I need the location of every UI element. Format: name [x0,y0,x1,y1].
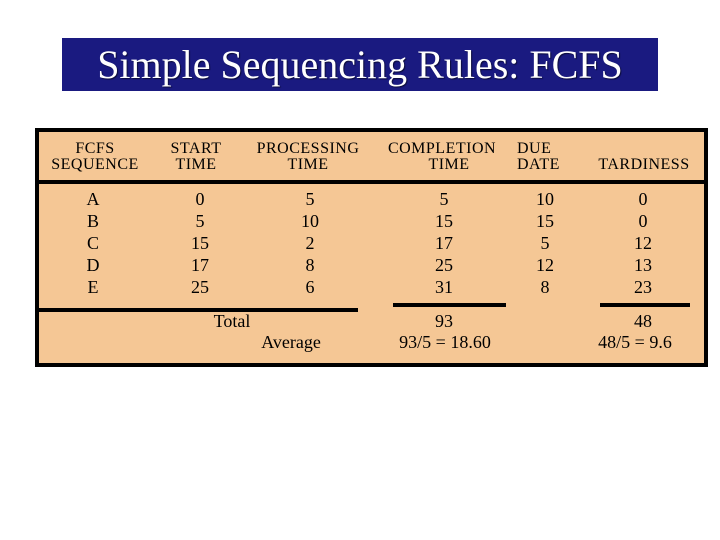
cell-completion-time: 5 [439,189,449,209]
cell-tardiness: 0 [638,189,648,209]
header-line1: DUE [517,140,552,157]
cell-start-time: 17 [191,255,209,275]
table-row-job-e: E 25 6 31 8 23 [39,276,704,298]
cell-start-time: 25 [191,277,209,297]
table-row-average: Average 93/5 = 18.60 48/5 = 9.6 [39,331,704,353]
average-tardiness: 48/5 = 9.6 [598,332,672,352]
column-header-completion-time: COMPLETION TIME [382,141,502,173]
cell-processing-time: 2 [305,233,315,253]
column-header-tardiness: TARDINESS [584,141,704,173]
column-header-due-date: DUE DATE [517,141,577,173]
header-line2: TIME [287,156,329,173]
average-label: Average [261,332,321,352]
header-line1 [584,141,704,157]
cell-completion-time: 15 [435,211,453,231]
total-rule-left [39,308,358,312]
header-line2: DATE [517,156,560,173]
table-row-job-a: A 0 5 5 10 0 [39,188,704,210]
header-line1: START [170,140,222,157]
total-tardiness: 48 [634,311,652,331]
header-line2: TIME [428,156,470,173]
cell-completion-time: 17 [435,233,453,253]
cell-start-time: 15 [191,233,209,253]
cell-due-date: 12 [536,255,554,275]
header-line1: FCFS [75,140,115,157]
table-row-job-d: D 17 8 25 12 13 [39,254,704,276]
cell-due-date: 10 [536,189,554,209]
cell-sequence: B [86,211,99,231]
header-rule [39,180,704,184]
cell-sequence: E [87,277,99,297]
column-header-processing-time: PROCESSING TIME [248,141,368,173]
fcfs-sequencing-table: FCFS SEQUENCE START TIME PROCESSING TIME… [35,128,708,367]
total-rule-tardiness [600,303,690,307]
cell-sequence: D [86,255,100,275]
cell-sequence: A [86,189,100,209]
cell-processing-time: 8 [305,255,315,275]
cell-completion-time: 25 [435,255,453,275]
header-line2: TIME [175,156,217,173]
cell-tardiness: 12 [634,233,652,253]
cell-tardiness: 23 [634,277,652,297]
cell-sequence: C [86,233,99,253]
cell-processing-time: 6 [305,277,315,297]
cell-processing-time: 5 [305,189,315,209]
header-line2: SEQUENCE [51,156,139,173]
column-header-start-time: START TIME [161,141,231,173]
cell-due-date: 8 [540,277,550,297]
cell-processing-time: 10 [301,211,319,231]
cell-start-time: 5 [195,211,205,231]
cell-completion-time: 31 [435,277,453,297]
cell-tardiness: 0 [638,211,648,231]
table-row-job-c: C 15 2 17 5 12 [39,232,704,254]
slide-title: Simple Sequencing Rules: FCFS [97,42,623,87]
average-completion-time: 93/5 = 18.60 [399,332,491,352]
cell-start-time: 0 [195,189,205,209]
header-line2: TARDINESS [598,156,690,173]
table-row-job-b: B 5 10 15 15 0 [39,210,704,232]
cell-tardiness: 13 [634,255,652,275]
table-row-total: Total 93 48 [39,310,704,332]
total-completion-time: 93 [435,311,453,331]
total-label: Total [213,311,251,331]
cell-due-date: 15 [536,211,554,231]
title-banner: Simple Sequencing Rules: FCFS [62,38,658,91]
header-line1: PROCESSING [256,140,360,157]
cell-due-date: 5 [540,233,550,253]
header-line1: COMPLETION [387,140,497,157]
column-header-fcfs-sequence: FCFS SEQUENCE [39,141,151,173]
total-rule-completion [393,303,506,307]
